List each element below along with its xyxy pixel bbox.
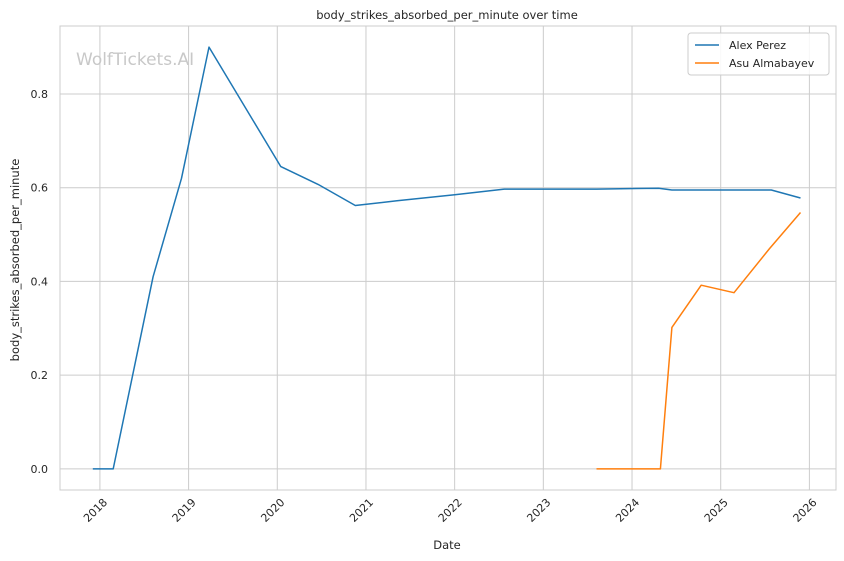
x-tick-label: 2020 (258, 496, 287, 525)
y-axis-ticks: 0.0 0.2 0.4 0.6 0.8 (31, 88, 49, 476)
x-tick-label: 2025 (702, 496, 731, 525)
y-tick-label: 0.0 (31, 463, 49, 476)
legend-label: Alex Perez (729, 39, 786, 52)
plot-background (60, 26, 836, 490)
y-axis-label: body_strikes_absorbed_per_minute (8, 159, 22, 362)
x-axis-ticks: 2018 2019 2020 2021 2022 2023 2024 2025 2026 (81, 496, 819, 525)
y-tick-label: 0.2 (31, 369, 49, 382)
x-tick-label: 2021 (347, 496, 376, 525)
grid (60, 26, 836, 490)
series-line-asu-almabayev (596, 212, 802, 470)
y-tick-label: 0.4 (31, 275, 49, 288)
x-tick-label: 2023 (524, 496, 553, 525)
watermark: WolfTickets.AI (76, 50, 194, 70)
plot-frame (59, 25, 837, 491)
x-tick-label: 2018 (81, 496, 110, 525)
x-tick-label: 2019 (170, 496, 199, 525)
x-tick-label: 2022 (436, 496, 465, 525)
legend-box (687, 32, 830, 76)
plot-area: WolfTickets.AI (59, 25, 837, 491)
series-layer (92, 46, 802, 470)
x-tick-label: 2024 (613, 496, 642, 525)
y-tick-label: 0.8 (31, 88, 49, 101)
y-tick-label: 0.6 (31, 182, 49, 195)
x-tick-label: 2026 (791, 496, 820, 525)
x-axis-label: Date (433, 538, 461, 552)
series-line-alex-perez (92, 46, 801, 470)
legend-label: Asu Almabayev (729, 57, 815, 70)
chart-title: body_strikes_absorbed_per_minute over ti… (316, 8, 578, 22)
legend: Alex Perez Asu Almabayev (687, 32, 830, 76)
